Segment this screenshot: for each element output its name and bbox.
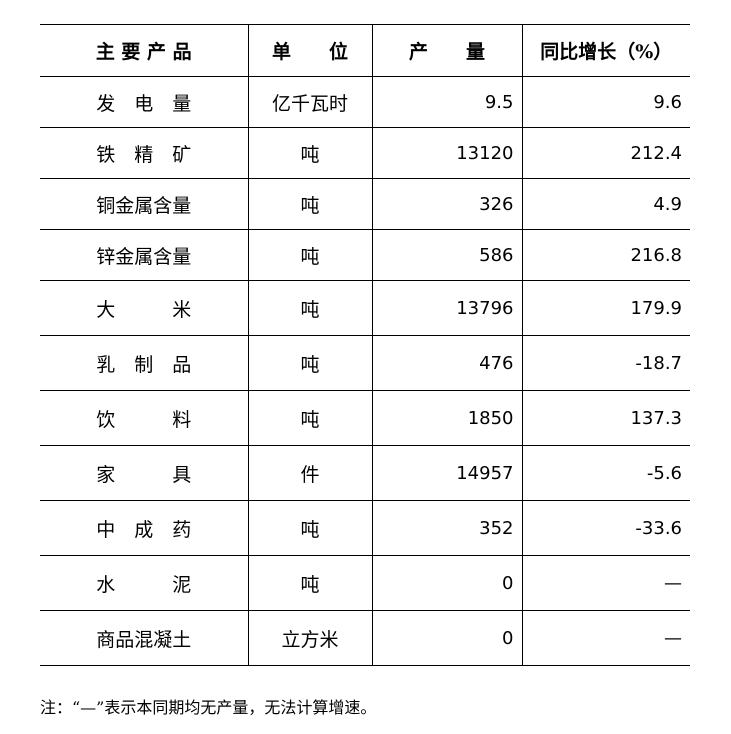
growth-cell: -5.6 <box>521 445 690 501</box>
unit-cell: 吨 <box>247 390 372 446</box>
product-cell: 大 米 <box>40 280 248 336</box>
growth-cell: 216.8 <box>521 229 690 281</box>
product-cell: 中 成 药 <box>40 500 248 556</box>
unit-cell: 吨 <box>247 178 372 230</box>
growth-cell: 212.4 <box>521 127 690 179</box>
product-cell: 饮 料 <box>40 390 248 446</box>
growth-cell: — <box>521 610 690 666</box>
table-row: 家 具件 14957 -5.6 <box>40 445 690 501</box>
growth-cell: — <box>521 555 690 611</box>
unit-cell: 件 <box>247 445 372 501</box>
product-cell: 家 具 <box>40 445 248 501</box>
table-row: 水 泥吨 0— <box>40 555 690 611</box>
table-row: 发 电 量亿千瓦时 9.5 9.6 <box>40 76 690 128</box>
output-cell: 352 <box>371 500 522 556</box>
table-row: 铜金属含量吨 326 4.9 <box>40 178 690 230</box>
header-growth: 同比增长（%） <box>521 24 690 77</box>
table-row: 饮 料吨 1850 137.3 <box>40 390 690 446</box>
growth-cell: 137.3 <box>521 390 690 446</box>
table-row: 大 米吨 13796 179.9 <box>40 280 690 336</box>
output-cell: 326 <box>371 178 522 230</box>
header-output: 产 量 <box>371 24 522 77</box>
unit-cell: 亿千瓦时 <box>247 76 372 128</box>
product-cell: 乳 制 品 <box>40 335 248 391</box>
growth-cell: 4.9 <box>521 178 690 230</box>
product-cell: 铜金属含量 <box>40 178 248 230</box>
growth-cell: 179.9 <box>521 280 690 336</box>
header-row: 主 要 产 品 单 位 产 量 同比增长（%） <box>40 24 690 77</box>
output-cell: 9.5 <box>371 76 522 128</box>
product-cell: 水 泥 <box>40 555 248 611</box>
unit-cell: 吨 <box>247 127 372 179</box>
table-row: 铁 精 矿吨 13120 212.4 <box>40 127 690 179</box>
product-cell: 商品混凝土 <box>40 610 248 666</box>
footnote: 注：“—”表示本同期均无产量，无法计算增速。 <box>40 698 377 717</box>
product-cell: 铁 精 矿 <box>40 127 248 179</box>
output-cell: 586 <box>371 229 522 281</box>
output-cell: 0 <box>371 610 522 666</box>
unit-cell: 吨 <box>247 335 372 391</box>
unit-cell: 吨 <box>247 229 372 281</box>
output-cell: 14957 <box>371 445 522 501</box>
product-cell: 锌金属含量 <box>40 229 248 281</box>
growth-cell: -33.6 <box>521 500 690 556</box>
unit-cell: 立方米 <box>247 610 372 666</box>
product-output-table: 主 要 产 品 单 位 产 量 同比增长（%） 发 电 量亿千瓦时 9.5 9.6 铁… <box>40 24 690 666</box>
header-product: 主 要 产 品 <box>40 24 248 77</box>
header-unit: 单 位 <box>247 24 372 77</box>
output-cell: 13120 <box>371 127 522 179</box>
output-cell: 0 <box>371 555 522 611</box>
unit-cell: 吨 <box>247 555 372 611</box>
table-row: 锌金属含量吨 586 216.8 <box>40 229 690 281</box>
growth-cell: -18.7 <box>521 335 690 391</box>
growth-cell: 9.6 <box>521 76 690 128</box>
product-cell: 发 电 量 <box>40 76 248 128</box>
output-cell: 476 <box>371 335 522 391</box>
unit-cell: 吨 <box>247 280 372 336</box>
unit-cell: 吨 <box>247 500 372 556</box>
table-row: 中 成 药吨 352 -33.6 <box>40 500 690 556</box>
output-cell: 1850 <box>371 390 522 446</box>
table-row: 商品混凝土 立方米 0— <box>40 610 690 666</box>
output-cell: 13796 <box>371 280 522 336</box>
table-row: 乳 制 品吨 476 -18.7 <box>40 335 690 391</box>
